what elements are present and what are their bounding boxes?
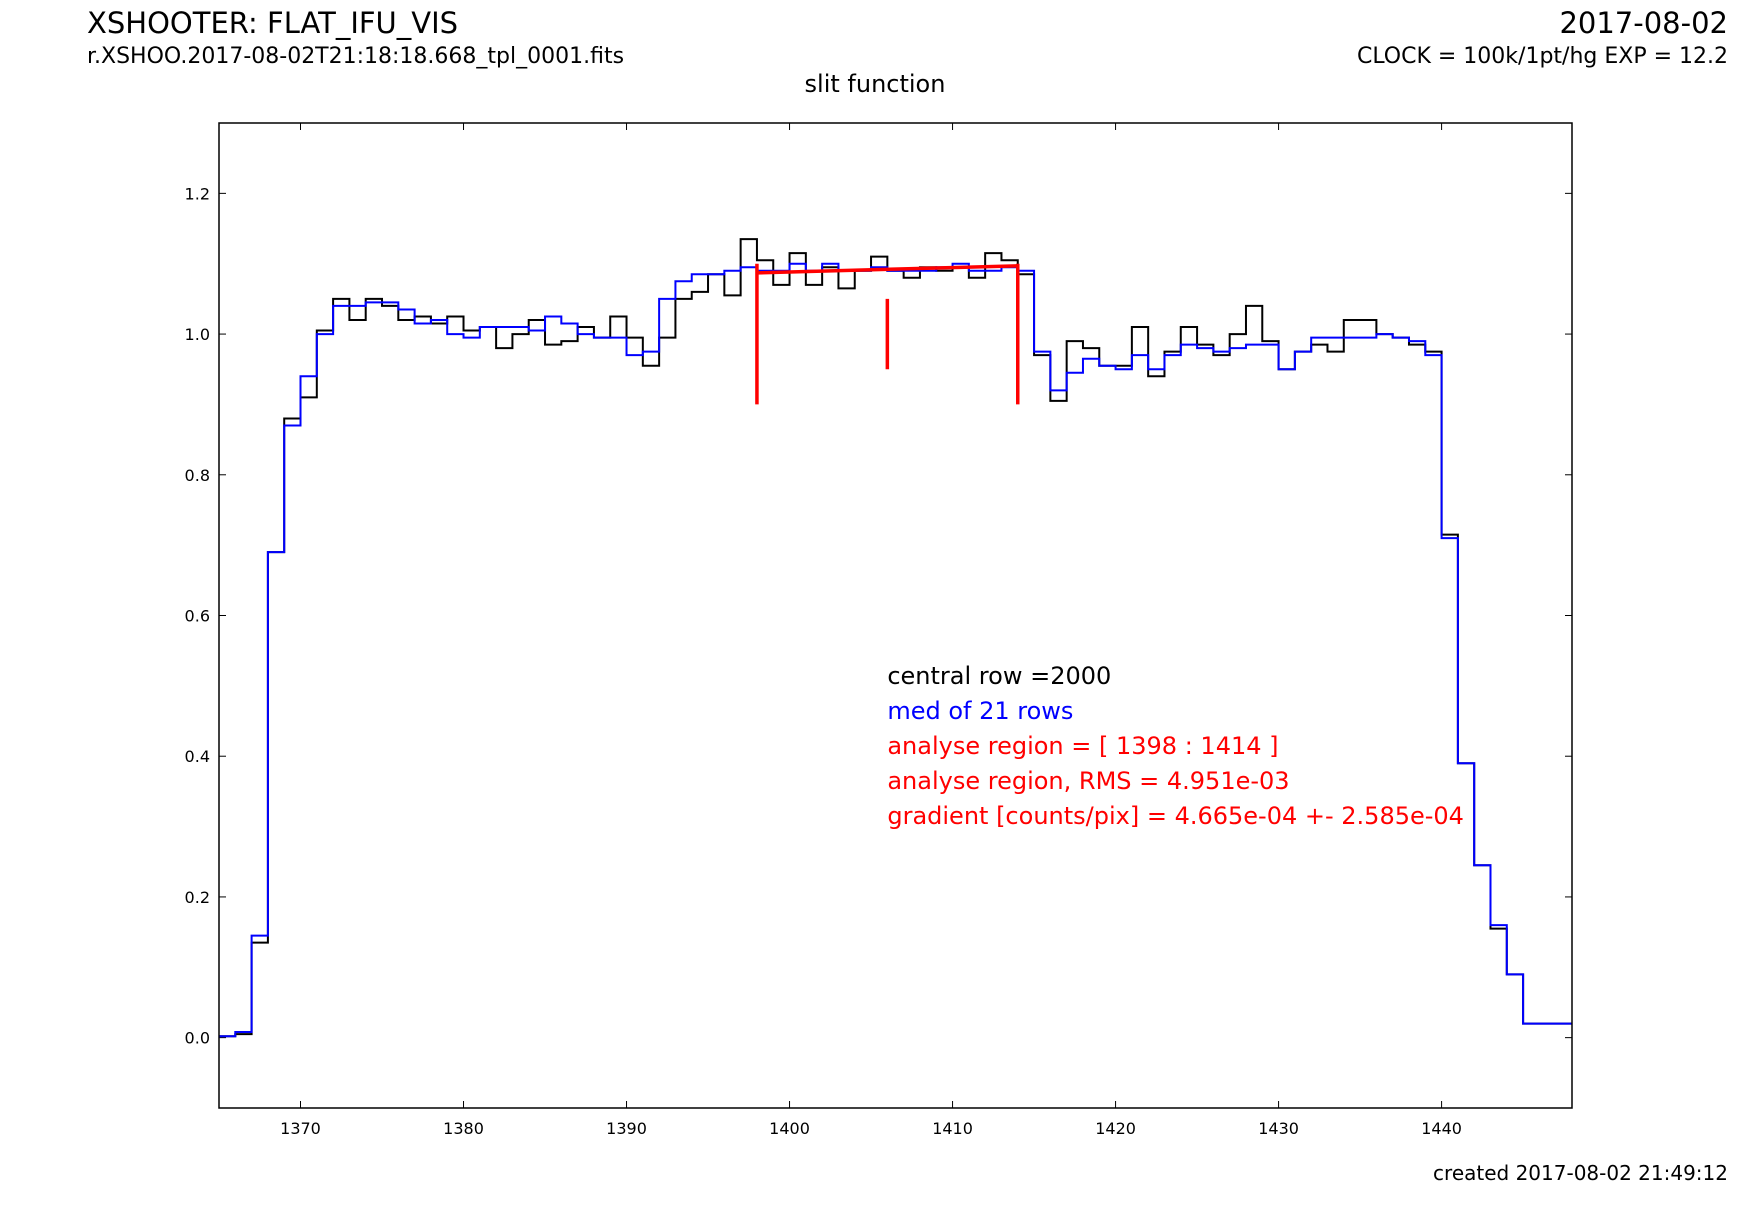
clock-exposure-info: CLOCK = 100k/1pt/hg EXP = 12.2	[1356, 44, 1728, 69]
y-tick-label: 1.2	[185, 184, 210, 203]
report-title: XSHOOTER: FLAT_IFU_VIS	[87, 6, 459, 40]
x-tick-label: 1380	[443, 1119, 484, 1138]
x-tick-label: 1420	[1095, 1119, 1136, 1138]
y-tick-label: 1.0	[185, 325, 210, 344]
x-tick-label: 1410	[932, 1119, 973, 1138]
central-row-series	[219, 238, 1572, 1038]
annotations: central row =2000 med of 21 rows analyse r…	[887, 662, 1464, 830]
plot-frame	[218, 122, 1573, 1109]
x-tick-label: 1370	[280, 1119, 321, 1138]
axis-ticks: 1370 1380 1390 1400 1410 1420 1430 1440 0.0 0.2 0.…	[185, 123, 1572, 1138]
rms-label: analyse region, RMS = 4.951e-03	[887, 767, 1289, 795]
chart-title: slit function	[804, 70, 946, 98]
y-tick-label: 0.2	[185, 888, 210, 907]
x-tick-label: 1400	[769, 1119, 810, 1138]
x-tick-label: 1430	[1258, 1119, 1299, 1138]
median-series	[219, 262, 1572, 1038]
x-tick-label: 1390	[606, 1119, 647, 1138]
analysis-markers	[755, 263, 1020, 405]
x-tick-label: 1440	[1421, 1119, 1462, 1138]
gradient-label: gradient [counts/pix] = 4.665e-04 +- 2.5…	[887, 802, 1464, 830]
file-name: r.XSHOO.2017-08-02T21:18:18.668_tpl_0001…	[87, 44, 625, 69]
report-date: 2017-08-02	[1559, 6, 1728, 40]
y-tick-label: 0.8	[185, 466, 210, 485]
analyse-region-label: analyse region = [ 1398 : 1414 ]	[887, 732, 1278, 760]
y-tick-label: 0.6	[185, 607, 210, 626]
data-series	[219, 238, 1572, 1038]
created-timestamp: created 2017-08-02 21:49:12	[1433, 1161, 1728, 1185]
median-rows-label: med of 21 rows	[887, 697, 1073, 725]
gradient-fit-line	[756, 264, 1018, 275]
central-row-label: central row =2000	[887, 662, 1111, 690]
y-tick-label: 0.4	[185, 747, 210, 766]
y-tick-label: 0.0	[185, 1029, 210, 1048]
